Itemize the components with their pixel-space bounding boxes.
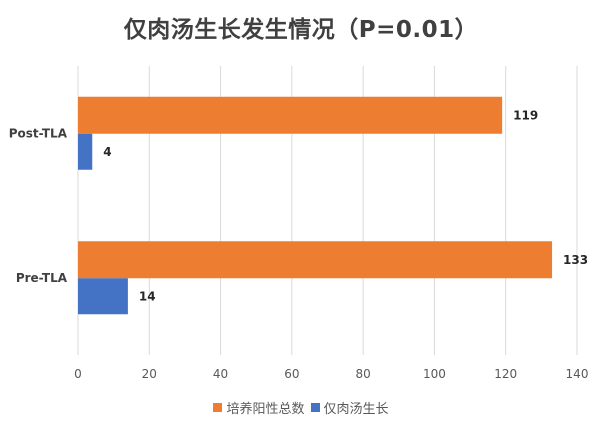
chart-title: 仅肉汤生长发生情况（P=0.01） (123, 17, 479, 43)
chart-legend: 培养阳性总数 仅肉汤生长 (0, 398, 602, 417)
x-tick-label: 0 (74, 367, 82, 381)
x-tick-label: 100 (423, 367, 446, 381)
y-category-label: Post-TLA (9, 126, 68, 140)
legend-label: 培养阳性总数 (226, 402, 305, 417)
y-category-label: Pre-TLA (16, 271, 68, 285)
data-label: 133 (563, 253, 588, 267)
bar (78, 278, 128, 315)
x-tick-label: 40 (213, 367, 228, 381)
legend-swatch (310, 403, 320, 412)
legend-item: 培养阳性总数 (213, 398, 305, 417)
data-label: 14 (139, 289, 156, 303)
x-tick-label: 120 (494, 367, 517, 381)
x-tick-label: 20 (142, 367, 157, 381)
legend-swatch (213, 403, 223, 412)
bar (78, 133, 93, 170)
data-label: 119 (513, 108, 538, 122)
x-tick-label: 80 (356, 367, 371, 381)
x-tick-label: 140 (566, 367, 589, 381)
data-label: 4 (103, 145, 111, 159)
x-tick-label: 60 (284, 367, 299, 381)
legend-item: 仅肉汤生长 (310, 398, 389, 417)
legend-label: 仅肉汤生长 (323, 402, 389, 417)
bar (78, 241, 553, 279)
bar (78, 96, 503, 134)
